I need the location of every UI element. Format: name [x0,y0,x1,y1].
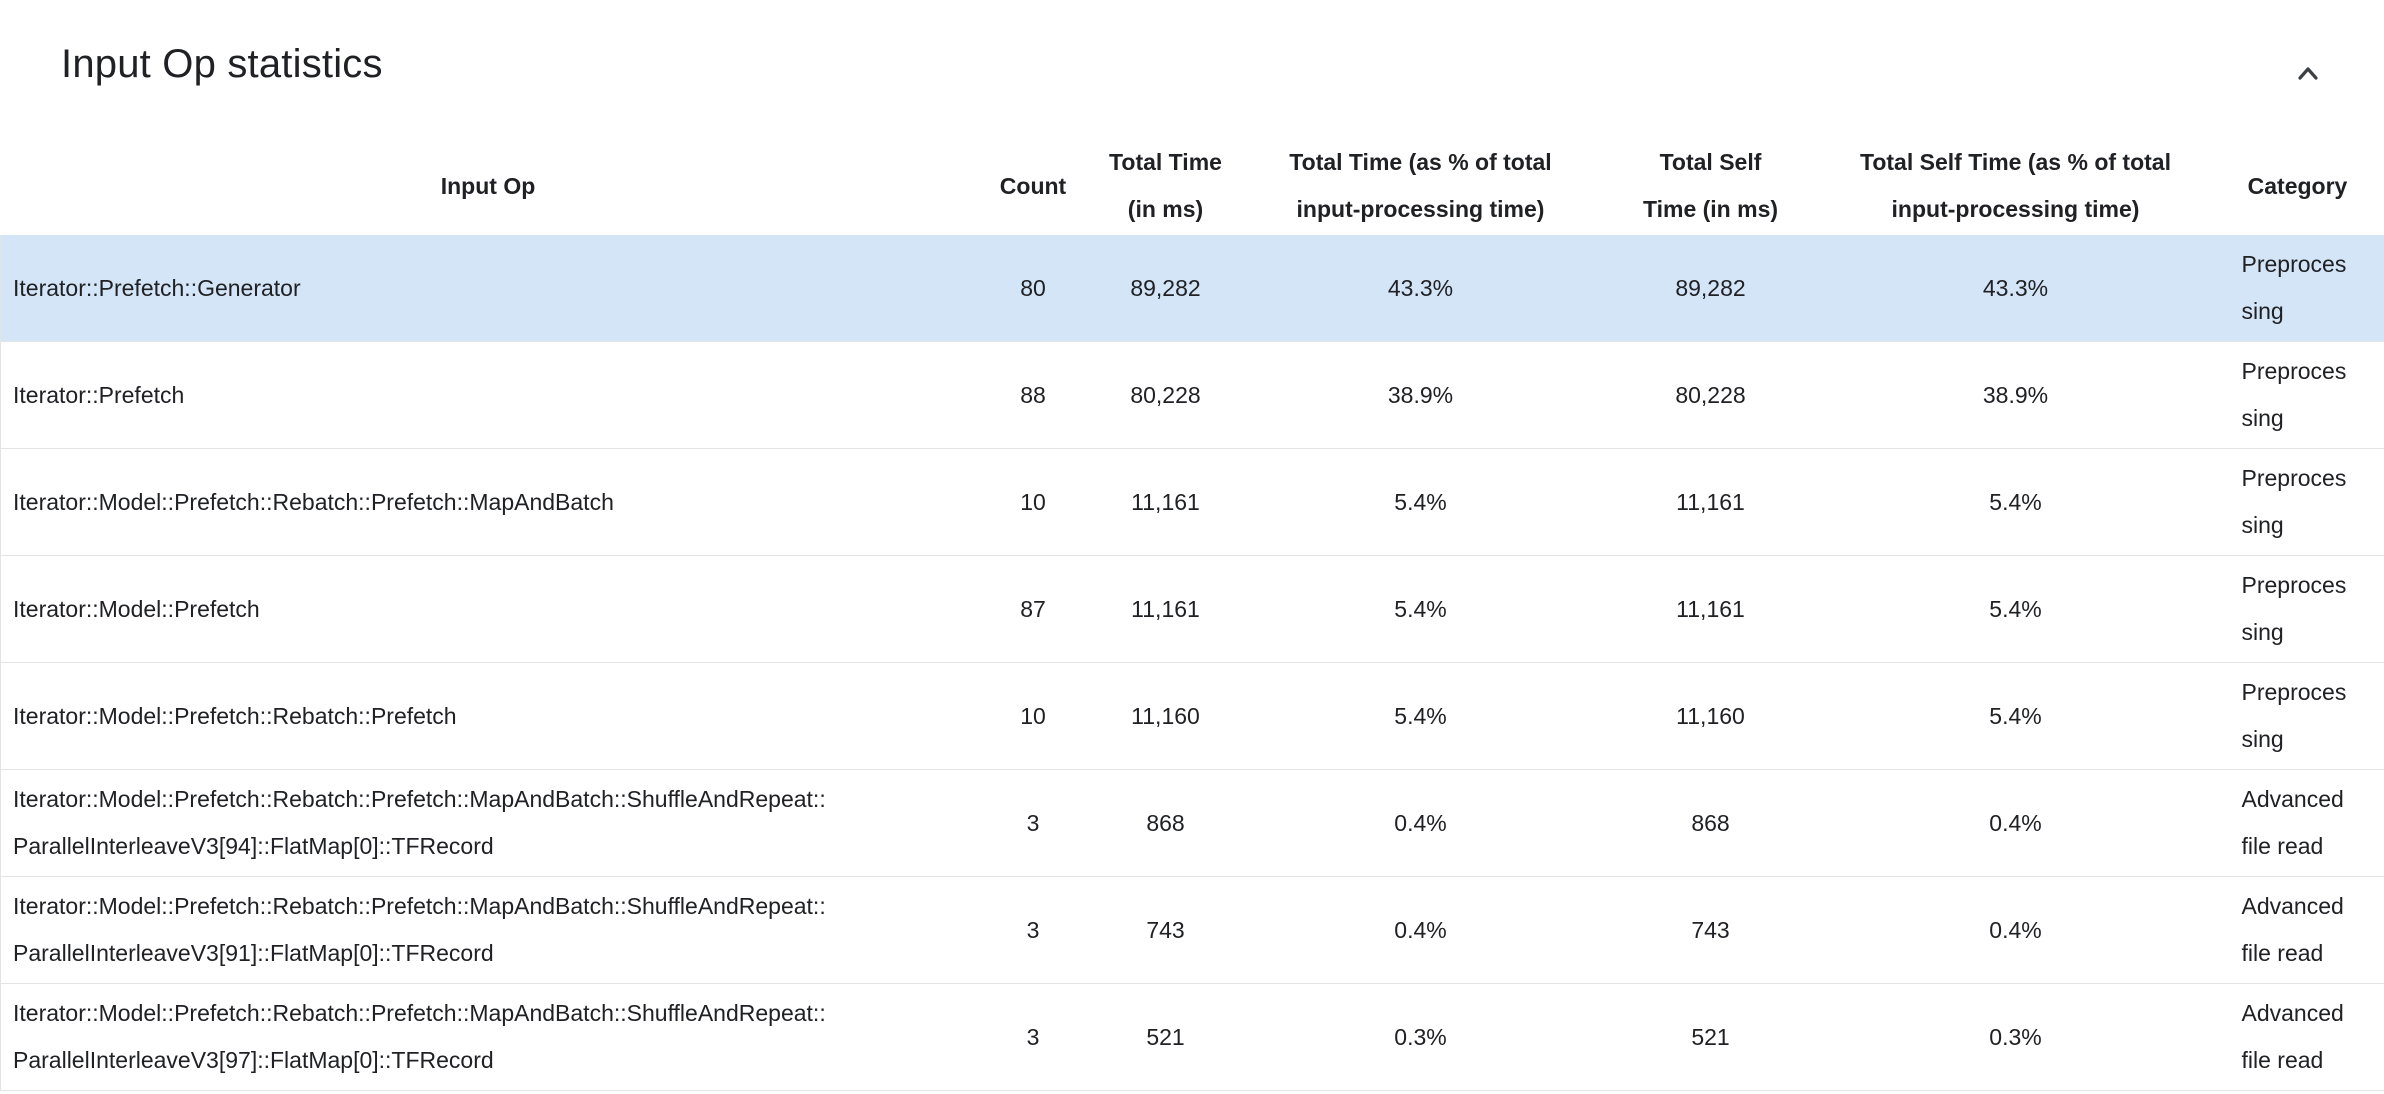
collapse-section-button[interactable] [2286,52,2330,96]
cell-category: Preprocessing [2210,662,2384,770]
cell-input-op: Iterator::Model::Prefetch::Rebatch::Pref… [0,769,976,877]
column-header-count[interactable]: Count [999,172,1067,199]
cell-category: Advanced file read [2210,769,2384,877]
table-header-row: Input Op Count Total Time (in ms) Total … [1,137,2384,235]
cell-count: 87 [975,555,1091,663]
cell-input-op: Iterator::Prefetch [0,341,976,449]
cell-count: 10 [975,662,1091,770]
table-row[interactable]: Iterator::Model::Prefetch::Rebatch::Pref… [0,448,2384,556]
cell-self-time: 521 [1600,983,1821,1091]
column-header-total-time[interactable]: Total Time (in ms) [1109,149,1222,222]
table-row[interactable]: Iterator::Model::Prefetch::Rebatch::Pref… [0,769,2384,877]
cell-total-time-pct: 5.4% [1240,662,1601,770]
table-row[interactable]: Iterator::Model::Prefetch::Rebatch::Pref… [0,983,2384,1091]
cell-self-time-pct: 5.4% [1820,662,2211,770]
cell-self-time-pct: 0.4% [1820,769,2211,877]
cell-total-time: 89,282 [1090,235,1241,342]
cell-self-time-pct: 5.4% [1820,555,2211,663]
cell-count: 88 [975,341,1091,449]
table-row[interactable]: Iterator::Prefetch::Generator 80 89,282 … [0,235,2384,342]
cell-total-time-pct: 5.4% [1240,555,1601,663]
cell-count: 3 [975,876,1091,984]
cell-self-time: 89,282 [1600,235,1821,342]
cell-category: Preprocessing [2210,448,2384,556]
cell-total-time: 743 [1090,876,1241,984]
cell-self-time: 868 [1600,769,1821,877]
cell-input-op: Iterator::Model::Prefetch::Rebatch::Pref… [0,983,976,1091]
cell-category: Preprocessing [2210,235,2384,342]
cell-self-time: 11,161 [1600,555,1821,663]
cell-input-op: Iterator::Model::Prefetch [0,555,976,663]
column-header-category[interactable]: Category [2247,172,2348,199]
cell-self-time: 11,161 [1600,448,1821,556]
table-row[interactable]: Iterator::Model::Prefetch::Rebatch::Pref… [0,876,2384,984]
column-header-input-op[interactable]: Input Op [440,172,536,199]
cell-category: Preprocessing [2210,341,2384,449]
cell-total-time: 868 [1090,769,1241,877]
cell-total-time: 80,228 [1090,341,1241,449]
cell-total-time-pct: 38.9% [1240,341,1601,449]
cell-count: 3 [975,769,1091,877]
cell-input-op: Iterator::Model::Prefetch::Rebatch::Pref… [0,448,976,556]
cell-self-time: 743 [1600,876,1821,984]
page-title: Input Op statistics [61,42,383,86]
cell-category: Advanced file read [2210,876,2384,984]
cell-total-time-pct: 0.3% [1240,983,1601,1091]
column-header-total-self-time[interactable]: Total Self Time (in ms) [1642,149,1779,222]
chevron-up-icon [2298,67,2318,80]
cell-input-op: Iterator::Prefetch::Generator [0,235,976,342]
cell-count: 3 [975,983,1091,1091]
input-op-stats-table: Input Op Count Total Time (in ms) Total … [0,137,2384,1091]
table-row[interactable]: Iterator::Model::Prefetch::Rebatch::Pref… [0,662,2384,770]
cell-total-time: 11,161 [1090,555,1241,663]
cell-category: Advanced file read [2210,983,2384,1091]
cell-self-time: 80,228 [1600,341,1821,449]
cell-input-op: Iterator::Model::Prefetch::Rebatch::Pref… [0,876,976,984]
cell-count: 10 [975,448,1091,556]
cell-self-time: 11,160 [1600,662,1821,770]
cell-self-time-pct: 0.4% [1820,876,2211,984]
table-row[interactable]: Iterator::Prefetch 88 80,228 38.9% 80,22… [0,341,2384,449]
cell-count: 80 [975,235,1091,342]
cell-self-time-pct: 43.3% [1820,235,2211,342]
cell-total-time: 11,160 [1090,662,1241,770]
cell-total-time-pct: 43.3% [1240,235,1601,342]
cell-self-time-pct: 0.3% [1820,983,2211,1091]
cell-self-time-pct: 38.9% [1820,341,2211,449]
column-header-total-time-pct[interactable]: Total Time (as % of total input-processi… [1289,149,1552,222]
cell-total-time-pct: 0.4% [1240,876,1601,984]
cell-total-time-pct: 0.4% [1240,769,1601,877]
cell-total-time-pct: 5.4% [1240,448,1601,556]
table-row[interactable]: Iterator::Model::Prefetch 87 11,161 5.4%… [0,555,2384,663]
cell-self-time-pct: 5.4% [1820,448,2211,556]
panel-header: Input Op statistics [0,0,2384,137]
cell-category: Preprocessing [2210,555,2384,663]
cell-input-op: Iterator::Model::Prefetch::Rebatch::Pref… [0,662,976,770]
cell-total-time: 11,161 [1090,448,1241,556]
cell-total-time: 521 [1090,983,1241,1091]
column-header-total-self-time-pct[interactable]: Total Self Time (as % of total input-pro… [1860,149,2171,222]
